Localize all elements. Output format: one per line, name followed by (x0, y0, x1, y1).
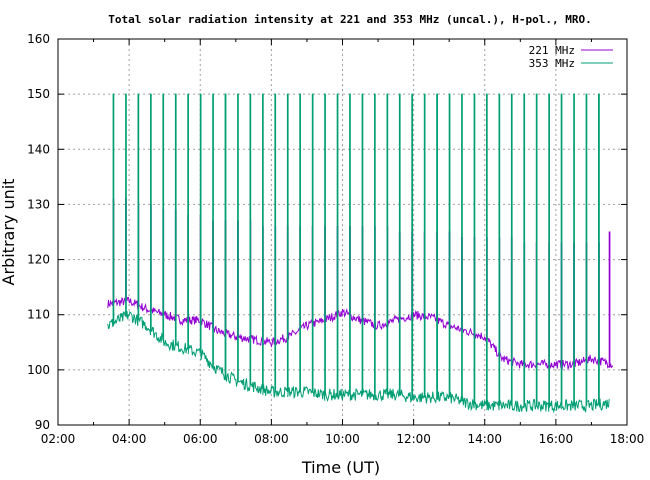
y-tick-label: 140 (27, 142, 50, 156)
y-tick-label: 150 (27, 87, 50, 101)
y-tick-label: 160 (27, 32, 50, 46)
x-tick-label: 08:00 (254, 432, 289, 446)
y-tick-label: 100 (27, 363, 50, 377)
x-tick-label: 02:00 (41, 432, 76, 446)
x-tick-label: 16:00 (539, 432, 574, 446)
y-tick-label: 110 (27, 308, 50, 322)
y-tick-label: 120 (27, 253, 50, 267)
x-tick-label: 04:00 (112, 432, 147, 446)
legend: 221 MHz 353 MHz (529, 44, 613, 70)
y-tick-label: 90 (35, 418, 50, 432)
plot-frame (57, 38, 628, 426)
grid (58, 39, 627, 425)
x-tick-label: 06:00 (183, 432, 218, 446)
x-tick-label: 10:00 (325, 432, 360, 446)
x-axis-label: Time (UT) (301, 458, 380, 477)
y-tick-label: 130 (27, 197, 50, 211)
series-line-353-mhz (107, 93, 610, 414)
y-axis-label: Arbitrary unit (0, 179, 18, 286)
ticks: 02:00 04:00 06:00 08:00 10:00 12:00 14:00 16:00… (27, 32, 644, 446)
x-tick-label: 18:00 (610, 432, 645, 446)
plot-lines (107, 93, 614, 414)
x-tick-label: 12:00 (396, 432, 431, 446)
x-tick-label: 14:00 (467, 432, 502, 446)
chart-title: Total solar radiation intensity at 221 a… (108, 13, 591, 26)
legend-label-221: 221 MHz (529, 44, 575, 57)
legend-label-353: 353 MHz (529, 57, 575, 70)
